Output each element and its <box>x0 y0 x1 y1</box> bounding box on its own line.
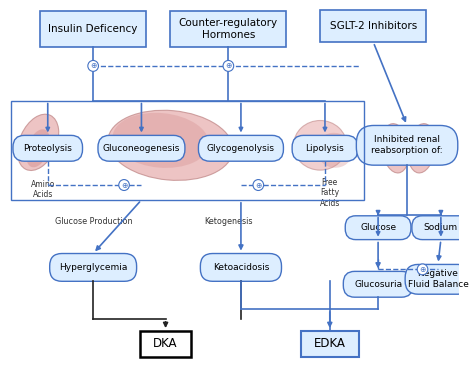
Text: Counter-regulatory
Hormones: Counter-regulatory Hormones <box>179 18 278 40</box>
FancyBboxPatch shape <box>301 331 359 357</box>
Ellipse shape <box>18 114 59 170</box>
Text: ⊕: ⊕ <box>419 265 426 274</box>
Text: ⊕: ⊕ <box>255 180 262 190</box>
Circle shape <box>417 264 428 275</box>
Text: Sodium: Sodium <box>424 223 458 232</box>
Circle shape <box>119 180 129 191</box>
Circle shape <box>253 180 264 191</box>
Text: Lipolysis: Lipolysis <box>306 144 344 153</box>
Ellipse shape <box>382 124 409 173</box>
Text: Hyperglycemia: Hyperglycemia <box>59 263 128 272</box>
FancyBboxPatch shape <box>292 135 358 161</box>
FancyBboxPatch shape <box>140 331 191 357</box>
Circle shape <box>223 61 234 71</box>
Text: Gluconeogenesis: Gluconeogenesis <box>103 144 180 153</box>
FancyBboxPatch shape <box>50 253 137 281</box>
Ellipse shape <box>108 110 233 180</box>
FancyBboxPatch shape <box>201 253 282 281</box>
Text: Inhibited renal
reabsorption of:: Inhibited renal reabsorption of: <box>371 135 443 155</box>
Text: ⊕: ⊕ <box>121 180 127 190</box>
Text: Negative
Fluid Balance: Negative Fluid Balance <box>408 269 468 290</box>
Text: Glucose: Glucose <box>360 223 396 232</box>
Ellipse shape <box>408 124 435 173</box>
Ellipse shape <box>316 133 353 168</box>
Text: Amino
Acids: Amino Acids <box>31 180 55 199</box>
Text: Ketogenesis: Ketogenesis <box>204 217 253 226</box>
FancyBboxPatch shape <box>171 11 286 47</box>
FancyBboxPatch shape <box>412 216 470 240</box>
Ellipse shape <box>293 120 346 170</box>
FancyBboxPatch shape <box>199 135 283 161</box>
FancyBboxPatch shape <box>345 216 411 240</box>
FancyBboxPatch shape <box>343 271 413 297</box>
Ellipse shape <box>26 129 50 167</box>
Text: Ketoacidosis: Ketoacidosis <box>213 263 269 272</box>
Text: Glucose Production: Glucose Production <box>55 217 132 226</box>
FancyBboxPatch shape <box>13 135 82 161</box>
FancyBboxPatch shape <box>356 126 458 165</box>
Text: Free
Fatty
Acids: Free Fatty Acids <box>319 178 340 208</box>
Circle shape <box>88 61 99 71</box>
FancyBboxPatch shape <box>320 10 427 42</box>
FancyBboxPatch shape <box>98 135 185 161</box>
Text: ⊕: ⊕ <box>225 61 232 70</box>
Text: Glucosuria: Glucosuria <box>354 280 402 289</box>
Text: EDKA: EDKA <box>314 337 346 350</box>
Text: Proteolysis: Proteolysis <box>23 144 72 153</box>
Ellipse shape <box>113 113 209 168</box>
Text: ⊕: ⊕ <box>90 61 96 70</box>
FancyBboxPatch shape <box>40 11 146 47</box>
Text: Insulin Deficency: Insulin Deficency <box>48 24 138 34</box>
Text: Glycogenolysis: Glycogenolysis <box>207 144 275 153</box>
Text: DKA: DKA <box>154 337 178 350</box>
FancyBboxPatch shape <box>405 264 471 294</box>
Text: SGLT-2 Inhibitors: SGLT-2 Inhibitors <box>329 21 417 31</box>
